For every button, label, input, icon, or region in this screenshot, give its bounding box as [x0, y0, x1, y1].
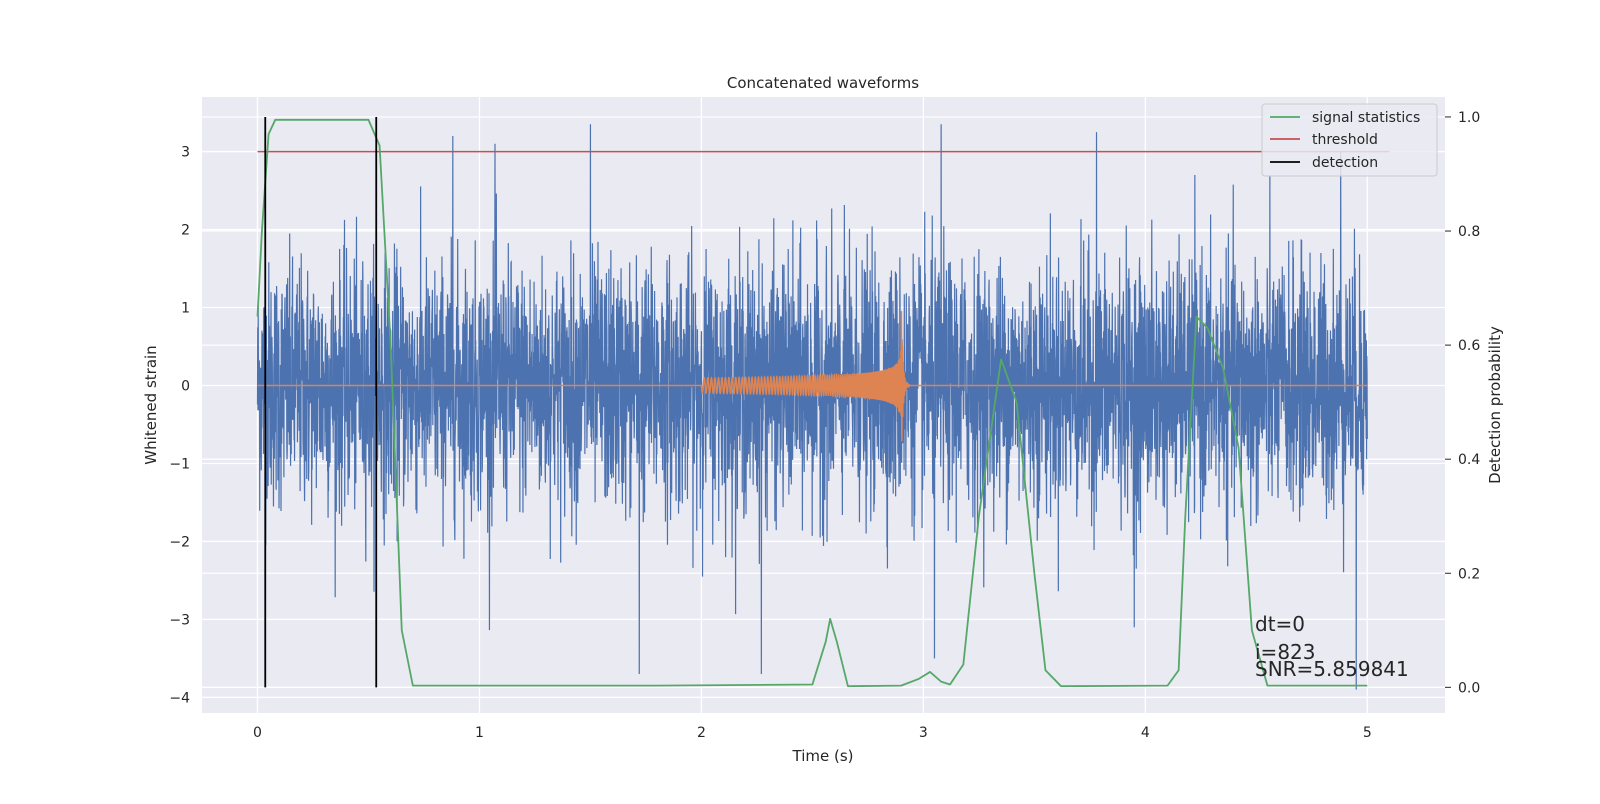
legend-label-signal-statistics: signal statistics [1312, 110, 1420, 126]
y2-tick-label: 0.8 [1458, 224, 1480, 240]
y2-tick-label: 0.6 [1458, 338, 1480, 354]
x-tick-label: 2 [697, 725, 706, 741]
legend-box [1261, 103, 1438, 177]
chart-title: Concatenated waveforms [727, 74, 919, 92]
annotation-index: i=823 [1255, 640, 1316, 664]
y2-tick-label: 1.0 [1458, 110, 1480, 126]
y2-tick-label: 0.4 [1458, 452, 1480, 468]
y-tick-label: −1 [169, 456, 190, 472]
injected-signal-series [257, 311, 1368, 442]
y-tick-label: 0 [181, 379, 190, 395]
legend: signal statistics threshold detection [1261, 103, 1438, 177]
tick-labels: 0 1 2 3 4 5 −4 −3 −2 −1 0 1 2 3 0.0 0.2 0.4 0.6 0.8 1.0 [169, 110, 1480, 741]
annotation-snr: SNR=5.859841 [1255, 657, 1409, 681]
x-tick-label: 4 [1141, 725, 1150, 741]
y-tick-label: 2 [181, 223, 190, 239]
y-tick-label: −4 [169, 690, 190, 706]
x-tick-label: 0 [253, 725, 262, 741]
y2-axis-label: Detection probability [1486, 326, 1504, 484]
x-tick-label: 5 [1363, 725, 1372, 741]
x-tick-label: 3 [919, 725, 928, 741]
plot-area [256, 116, 1390, 690]
y-tick-label: −3 [169, 612, 190, 628]
y-tick-label: 3 [181, 145, 190, 161]
y-tick-label: −2 [169, 534, 190, 550]
annotation-dt: dt=0 [1255, 612, 1305, 636]
signal-statistics-series [256, 118, 1368, 688]
legend-label-detection: detection [1312, 155, 1378, 171]
x-axis-label: Time (s) [792, 747, 854, 765]
y-axis-label: Whitened strain [142, 345, 160, 464]
y2-tick-label: 0.0 [1458, 680, 1480, 696]
y-tick-label: 1 [181, 301, 190, 317]
y2-tick-label: 0.2 [1458, 566, 1480, 582]
x-tick-label: 1 [475, 725, 484, 741]
legend-label-threshold: threshold [1312, 132, 1378, 148]
